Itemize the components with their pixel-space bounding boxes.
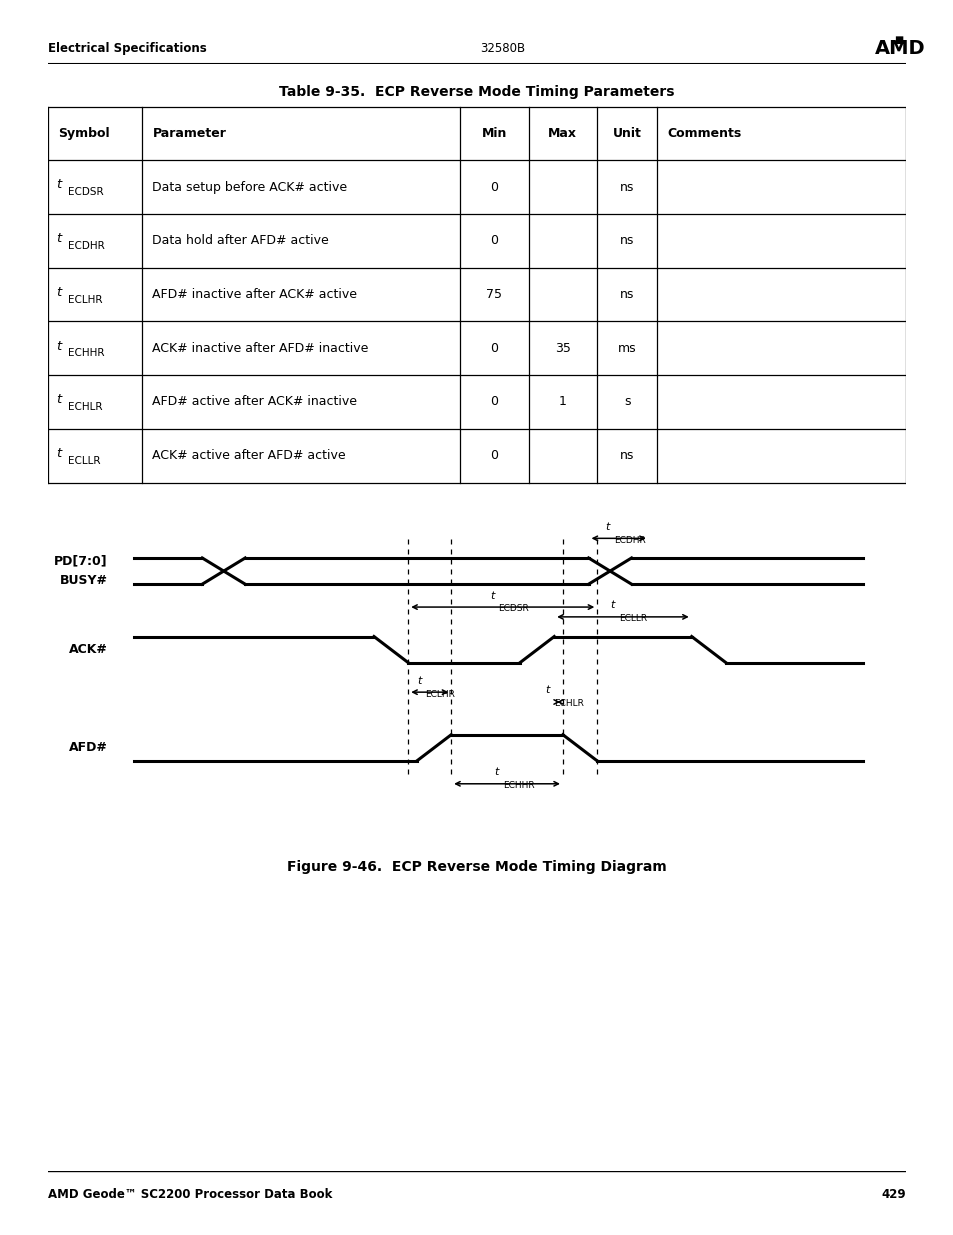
Text: t: t bbox=[56, 285, 62, 299]
Text: PD[7:0]: PD[7:0] bbox=[54, 555, 108, 568]
Text: AFD# inactive after ACK# active: AFD# inactive after ACK# active bbox=[152, 288, 357, 301]
Text: ECLLR: ECLLR bbox=[618, 614, 646, 624]
Text: ECHLR: ECHLR bbox=[69, 403, 103, 412]
Text: ECLHR: ECLHR bbox=[69, 295, 103, 305]
Text: t: t bbox=[56, 232, 62, 246]
Text: BUSY#: BUSY# bbox=[60, 574, 108, 588]
Text: Data setup before ACK# active: Data setup before ACK# active bbox=[152, 180, 347, 194]
Text: s: s bbox=[623, 395, 630, 409]
Text: ns: ns bbox=[619, 180, 634, 194]
Text: AMD: AMD bbox=[874, 40, 924, 58]
Text: 0: 0 bbox=[490, 180, 497, 194]
Text: ns: ns bbox=[619, 450, 634, 462]
Text: Unit: Unit bbox=[612, 127, 641, 140]
Text: ECDSR: ECDSR bbox=[69, 188, 104, 198]
Text: ns: ns bbox=[619, 235, 634, 247]
Text: ns: ns bbox=[619, 288, 634, 301]
Text: t: t bbox=[609, 600, 614, 610]
Text: t: t bbox=[489, 590, 494, 600]
Text: Comments: Comments bbox=[667, 127, 741, 140]
Text: 0: 0 bbox=[490, 342, 497, 354]
Text: ECDHR: ECDHR bbox=[614, 536, 645, 545]
Text: AFD#: AFD# bbox=[69, 741, 108, 755]
Text: t: t bbox=[56, 447, 62, 461]
Text: Data hold after AFD# active: Data hold after AFD# active bbox=[152, 235, 329, 247]
Text: t: t bbox=[494, 767, 497, 777]
Text: t: t bbox=[416, 676, 420, 685]
Text: Figure 9-46.  ECP Reverse Mode Timing Diagram: Figure 9-46. ECP Reverse Mode Timing Dia… bbox=[287, 860, 666, 874]
Text: t: t bbox=[56, 393, 62, 406]
Text: ACK#: ACK# bbox=[69, 643, 108, 656]
Text: 0: 0 bbox=[490, 235, 497, 247]
Text: ECDHR: ECDHR bbox=[69, 241, 105, 251]
Text: 429: 429 bbox=[881, 1188, 905, 1200]
Text: ECHLR: ECHLR bbox=[554, 699, 583, 709]
Text: ■: ■ bbox=[894, 35, 902, 44]
Text: Min: Min bbox=[481, 127, 506, 140]
Text: Electrical Specifications: Electrical Specifications bbox=[48, 42, 206, 54]
Text: AMD Geode™ SC2200 Processor Data Book: AMD Geode™ SC2200 Processor Data Book bbox=[48, 1188, 332, 1200]
Text: 0: 0 bbox=[490, 450, 497, 462]
Text: Table 9-35.  ECP Reverse Mode Timing Parameters: Table 9-35. ECP Reverse Mode Timing Para… bbox=[279, 85, 674, 99]
Text: ms: ms bbox=[618, 342, 636, 354]
Text: 35: 35 bbox=[555, 342, 570, 354]
Text: ACK# active after AFD# active: ACK# active after AFD# active bbox=[152, 450, 346, 462]
Text: ACK# inactive after AFD# inactive: ACK# inactive after AFD# inactive bbox=[152, 342, 369, 354]
Text: Symbol: Symbol bbox=[58, 127, 110, 140]
Text: AFD# active after ACK# inactive: AFD# active after ACK# inactive bbox=[152, 395, 357, 409]
Text: t: t bbox=[545, 685, 549, 695]
Text: 0: 0 bbox=[490, 395, 497, 409]
Text: t: t bbox=[56, 340, 62, 353]
Text: Max: Max bbox=[548, 127, 577, 140]
Text: t: t bbox=[605, 522, 610, 532]
Text: 1: 1 bbox=[558, 395, 566, 409]
Text: ECLLR: ECLLR bbox=[69, 456, 101, 466]
Text: t: t bbox=[56, 178, 62, 191]
Text: ECHHR: ECHHR bbox=[502, 782, 534, 790]
Text: ECDSR: ECDSR bbox=[497, 604, 529, 614]
Text: ECHHR: ECHHR bbox=[69, 348, 105, 358]
Text: Parameter: Parameter bbox=[152, 127, 226, 140]
Text: 32580B: 32580B bbox=[479, 42, 525, 54]
Text: 75: 75 bbox=[486, 288, 501, 301]
Text: ECLHR: ECLHR bbox=[425, 689, 455, 699]
